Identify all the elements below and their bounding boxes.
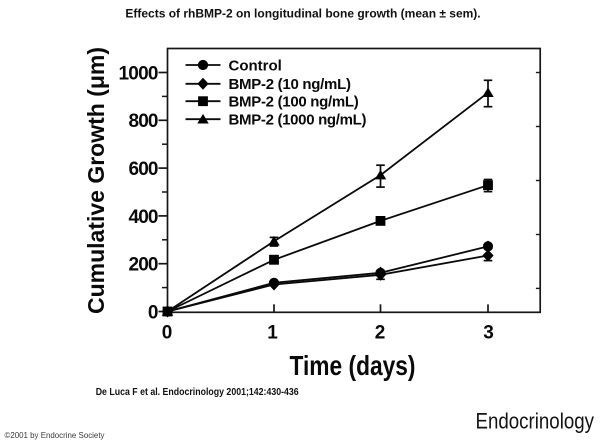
svg-text:De Luca F et al. Endocrinology: De Luca F et al. Endocrinology 2001;142:… <box>96 387 299 398</box>
svg-text:400: 400 <box>129 207 159 228</box>
svg-text:Endocrinology: Endocrinology <box>476 408 595 433</box>
svg-text:800: 800 <box>129 111 159 132</box>
svg-text:©2001 by Endocrine Society: ©2001 by Endocrine Society <box>5 430 106 440</box>
svg-text:Effects of rhBMP-2 on longitud: Effects of rhBMP-2 on longitudinal bone … <box>125 7 480 21</box>
svg-text:3: 3 <box>483 323 494 344</box>
svg-text:Cumulative Growth (μm): Cumulative Growth (μm) <box>83 47 109 314</box>
svg-text:BMP-2 (1000 ng/mL): BMP-2 (1000 ng/mL) <box>229 112 367 129</box>
svg-text:1: 1 <box>267 323 278 344</box>
svg-text:BMP-2 (100 ng/mL): BMP-2 (100 ng/mL) <box>229 94 359 111</box>
svg-text:600: 600 <box>129 159 159 180</box>
svg-text:0: 0 <box>162 323 173 344</box>
svg-text:Control: Control <box>229 57 282 74</box>
svg-text:200: 200 <box>129 255 159 276</box>
svg-text:BMP-2 (10 ng/mL): BMP-2 (10 ng/mL) <box>229 76 352 93</box>
svg-text:Time (days): Time (days) <box>290 350 416 381</box>
svg-text:0: 0 <box>148 302 159 323</box>
svg-text:2: 2 <box>375 323 386 344</box>
svg-text:1000: 1000 <box>119 63 159 84</box>
